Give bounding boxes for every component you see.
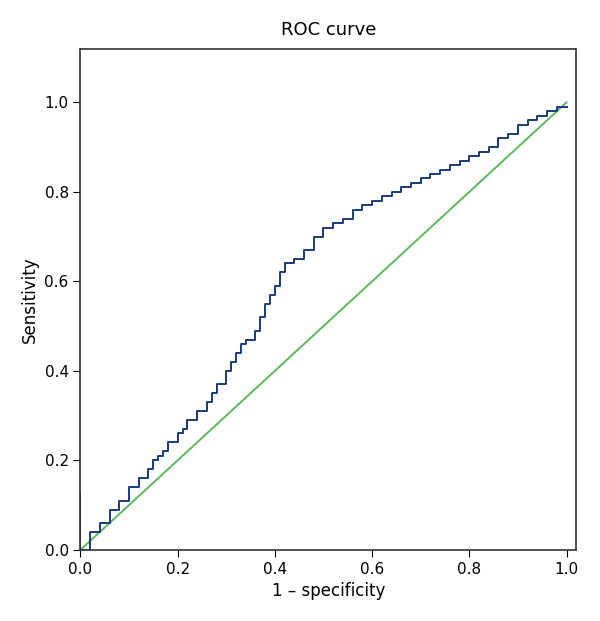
- Y-axis label: Sensitivity: Sensitivity: [21, 256, 39, 343]
- Title: ROC curve: ROC curve: [281, 21, 376, 39]
- X-axis label: 1 – specificity: 1 – specificity: [272, 582, 385, 600]
